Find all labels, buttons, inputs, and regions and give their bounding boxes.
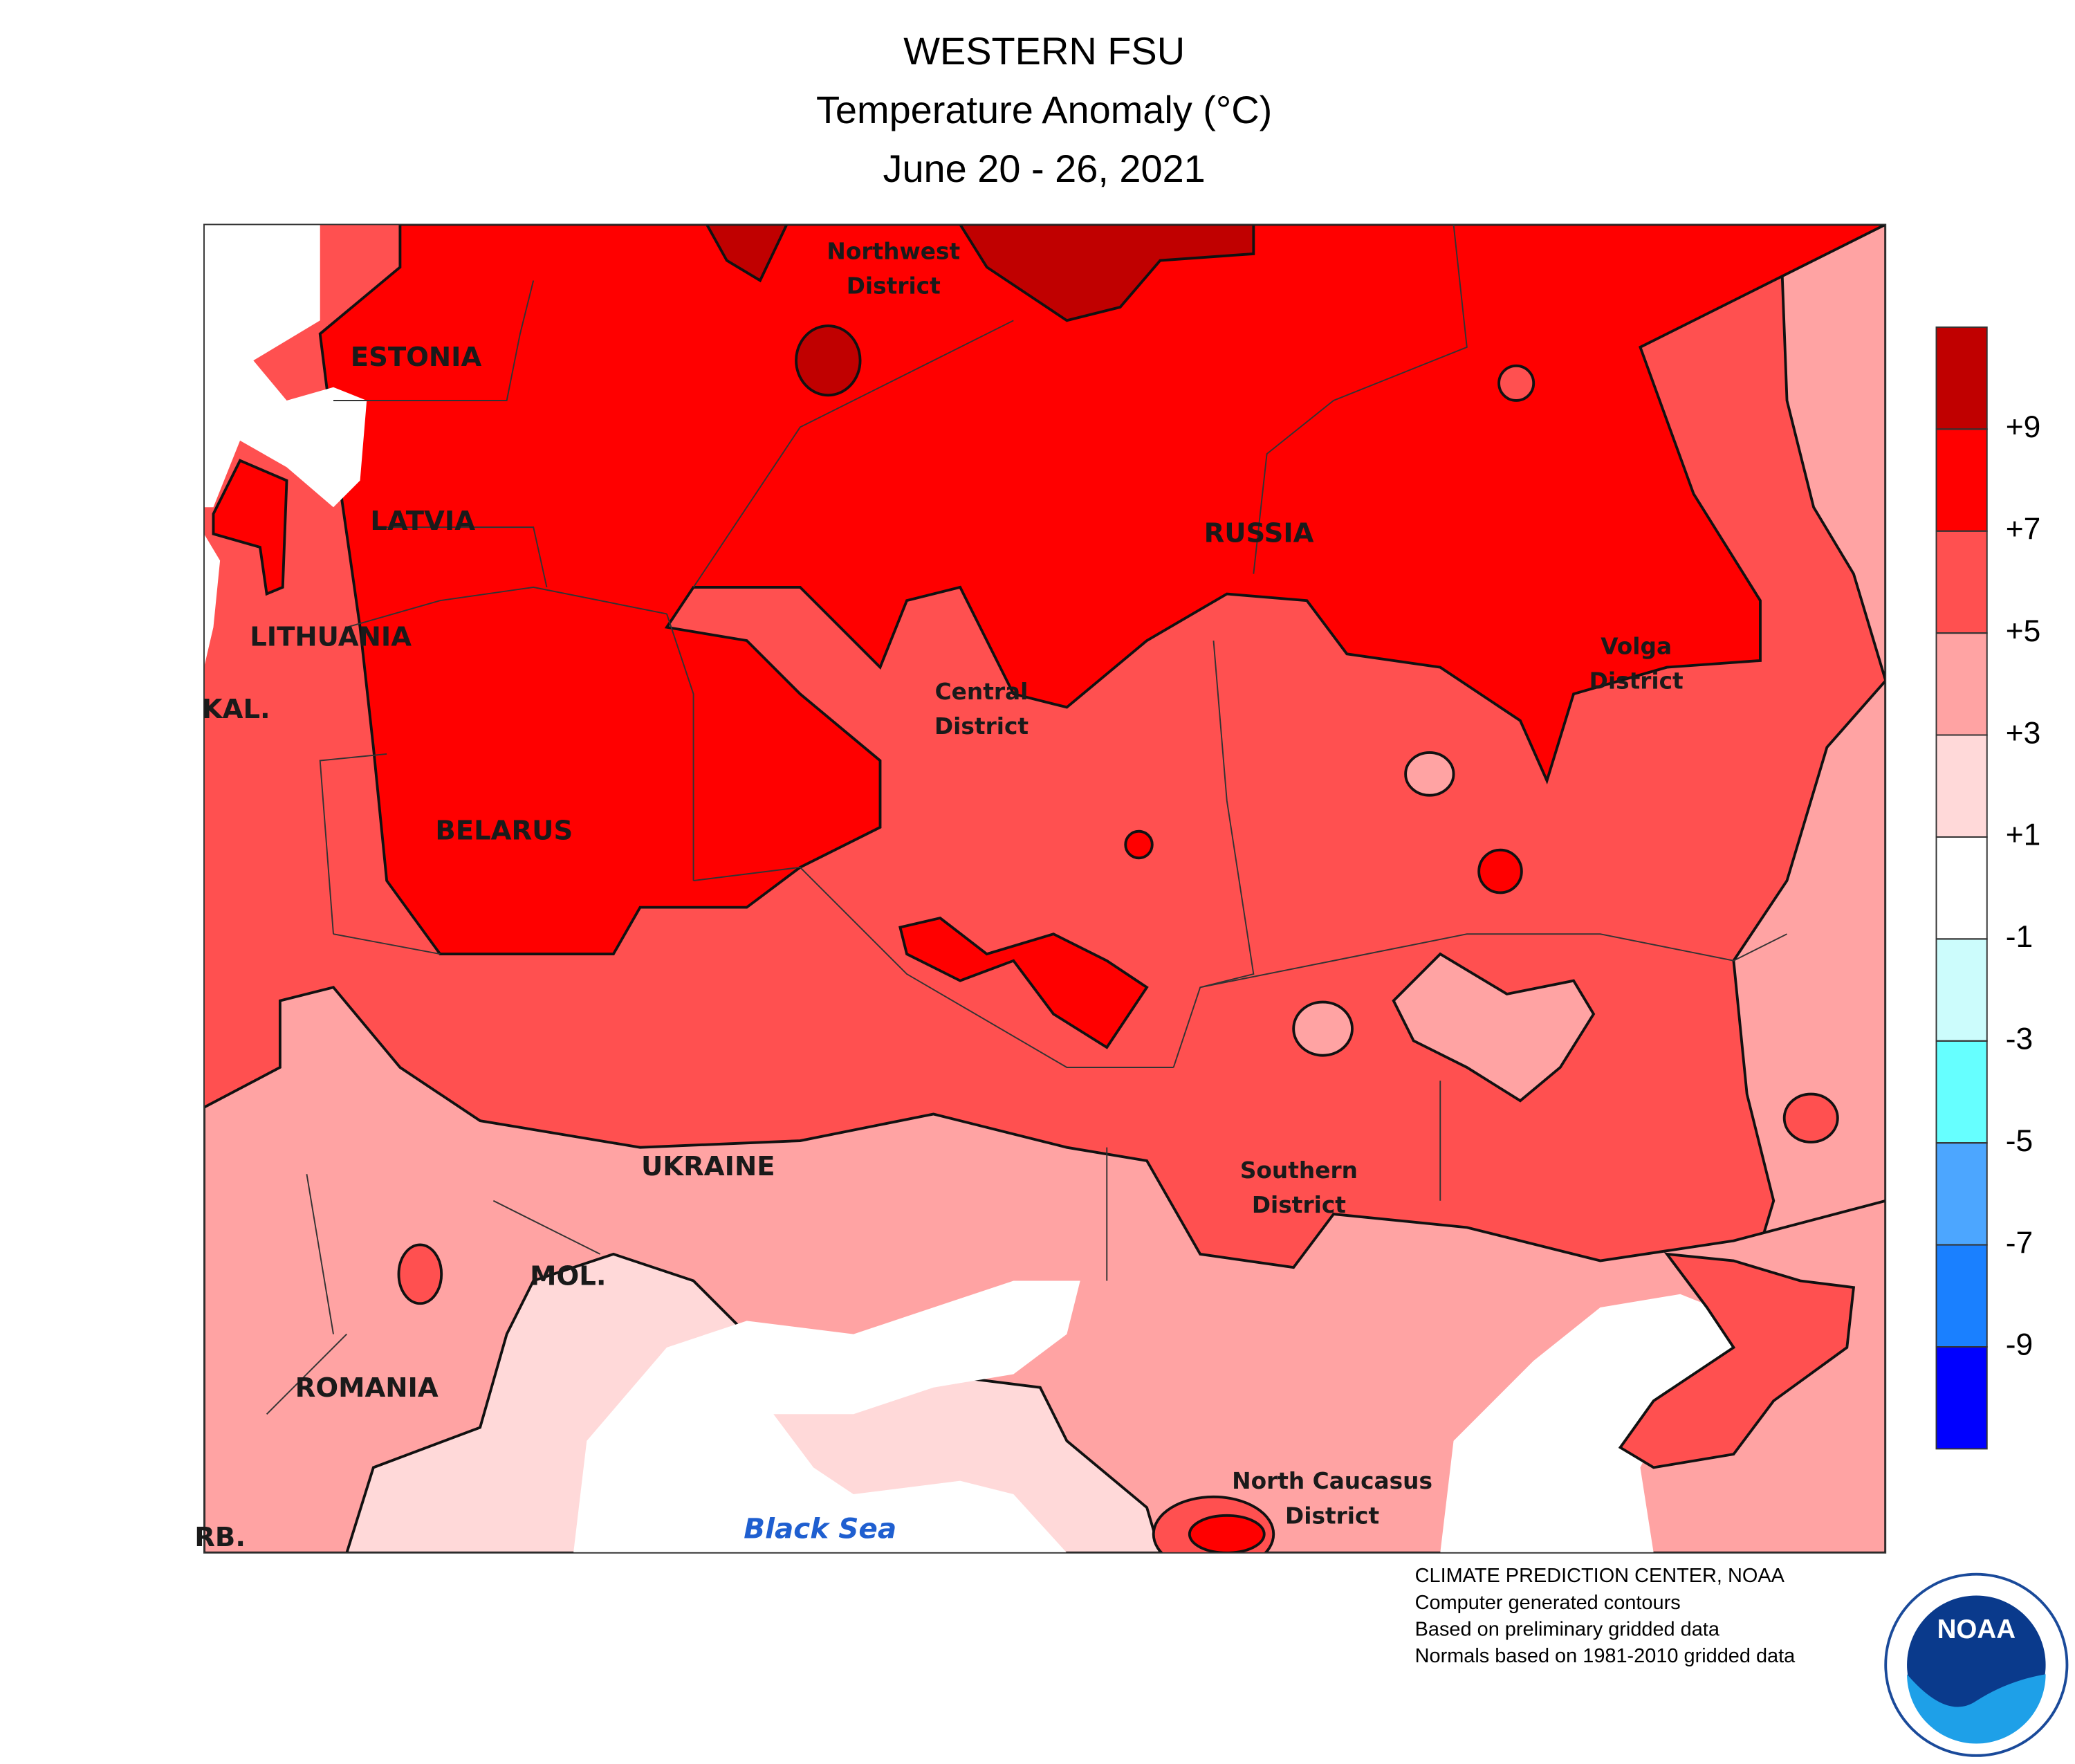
colorbar-label: -1 bbox=[2006, 920, 2033, 954]
colorbar-label: +9 bbox=[2006, 410, 2041, 444]
country-label: RB. bbox=[194, 1522, 246, 1553]
country-label: RUSSIA bbox=[1204, 517, 1314, 549]
sea-label: Black Sea bbox=[744, 1512, 896, 1545]
district-label: Southern bbox=[1240, 1157, 1358, 1184]
colorbar-label: +3 bbox=[2006, 716, 2041, 750]
colorbar-label: +5 bbox=[2006, 614, 2041, 648]
district-label: Central bbox=[935, 679, 1029, 705]
country-label: KAL. bbox=[202, 694, 270, 725]
title-line: WESTERN FSU bbox=[903, 29, 1185, 73]
district-label: District bbox=[934, 713, 1029, 739]
colorbar-segment bbox=[1935, 938, 1988, 1042]
caspian-sea bbox=[1440, 1294, 1747, 1553]
colorbar-label: +7 bbox=[2006, 512, 2041, 546]
anomaly-7-9 bbox=[898, 916, 1149, 1049]
country-label: LITHUANIA bbox=[250, 622, 412, 653]
anomaly-5-7 bbox=[1618, 1252, 1856, 1469]
colorbar-label: +1 bbox=[2006, 818, 2041, 852]
anomaly-5-7 bbox=[397, 1243, 443, 1305]
map bbox=[203, 223, 1887, 1554]
district-label: Northwest bbox=[827, 239, 960, 265]
colorbar-segment bbox=[1935, 632, 1988, 736]
footer-note: Normals based on 1981-2010 gridded data bbox=[1415, 1645, 1796, 1667]
anomaly-5-7 bbox=[1782, 1092, 1839, 1143]
noaa-logo: NOAA bbox=[1884, 1572, 2069, 1757]
map-frame bbox=[203, 223, 1887, 1554]
colorbar-label: -7 bbox=[2006, 1226, 2033, 1260]
colorbar-segment bbox=[1935, 428, 1988, 532]
title-line: June 20 - 26, 2021 bbox=[883, 147, 1206, 190]
colorbar-segment bbox=[1935, 530, 1988, 634]
anomaly-5-7 bbox=[1497, 364, 1536, 402]
anomaly-3-5 bbox=[1292, 1000, 1354, 1057]
footer-note: Computer generated contours bbox=[1415, 1592, 1681, 1614]
colorbar-segment bbox=[1935, 1244, 1988, 1348]
country-label: ROMANIA bbox=[295, 1372, 439, 1404]
colorbar-segment bbox=[1935, 1346, 1988, 1450]
district-label: North Caucasus bbox=[1232, 1468, 1432, 1494]
colorbar-segment bbox=[1935, 836, 1988, 940]
logo-text: NOAA bbox=[1937, 1615, 2016, 1644]
colorbar-segment bbox=[1935, 734, 1988, 838]
anomaly-7-9 bbox=[212, 459, 288, 596]
black-sea bbox=[573, 1280, 1080, 1553]
colorbar-segment bbox=[1935, 326, 1988, 430]
country-label: MOL. bbox=[530, 1260, 606, 1292]
country-label: LATVIA bbox=[370, 506, 475, 537]
anomaly-9-plus bbox=[795, 324, 862, 397]
colorbar-segment bbox=[1935, 1142, 1988, 1246]
anomaly-7-9 bbox=[1477, 848, 1523, 894]
anomaly-9-plus bbox=[705, 224, 1255, 322]
district-label: District bbox=[1252, 1192, 1346, 1218]
anomaly-3-5 bbox=[1392, 952, 1596, 1103]
borders bbox=[266, 224, 1787, 1415]
colorbar-label: -9 bbox=[2006, 1328, 2033, 1362]
district-label: District bbox=[1285, 1503, 1379, 1529]
baltic-sea bbox=[203, 224, 367, 668]
district-label: District bbox=[847, 273, 941, 300]
country-label: ESTONIA bbox=[351, 342, 482, 373]
colorbar-segment bbox=[1935, 1040, 1988, 1144]
footer-note: Based on preliminary gridded data bbox=[1415, 1618, 1720, 1640]
district-label: District bbox=[1589, 668, 1684, 694]
logo-wave bbox=[1907, 1674, 2046, 1744]
anomaly-3-5 bbox=[1404, 751, 1455, 797]
district-label: Volga bbox=[1601, 633, 1672, 659]
country-label: UKRAINE bbox=[641, 1151, 775, 1182]
anomaly-7-9 bbox=[318, 224, 1886, 956]
colorbar-label: -5 bbox=[2006, 1124, 2033, 1158]
country-label: BELARUS bbox=[435, 815, 573, 846]
title-line: Temperature Anomaly (°C) bbox=[816, 88, 1272, 131]
anomaly-7-9 bbox=[1188, 1514, 1266, 1553]
colorbar-label: -3 bbox=[2006, 1022, 2033, 1056]
footer-note: CLIMATE PREDICTION CENTER, NOAA bbox=[1415, 1565, 1785, 1587]
anomaly-7-9 bbox=[1124, 829, 1154, 860]
